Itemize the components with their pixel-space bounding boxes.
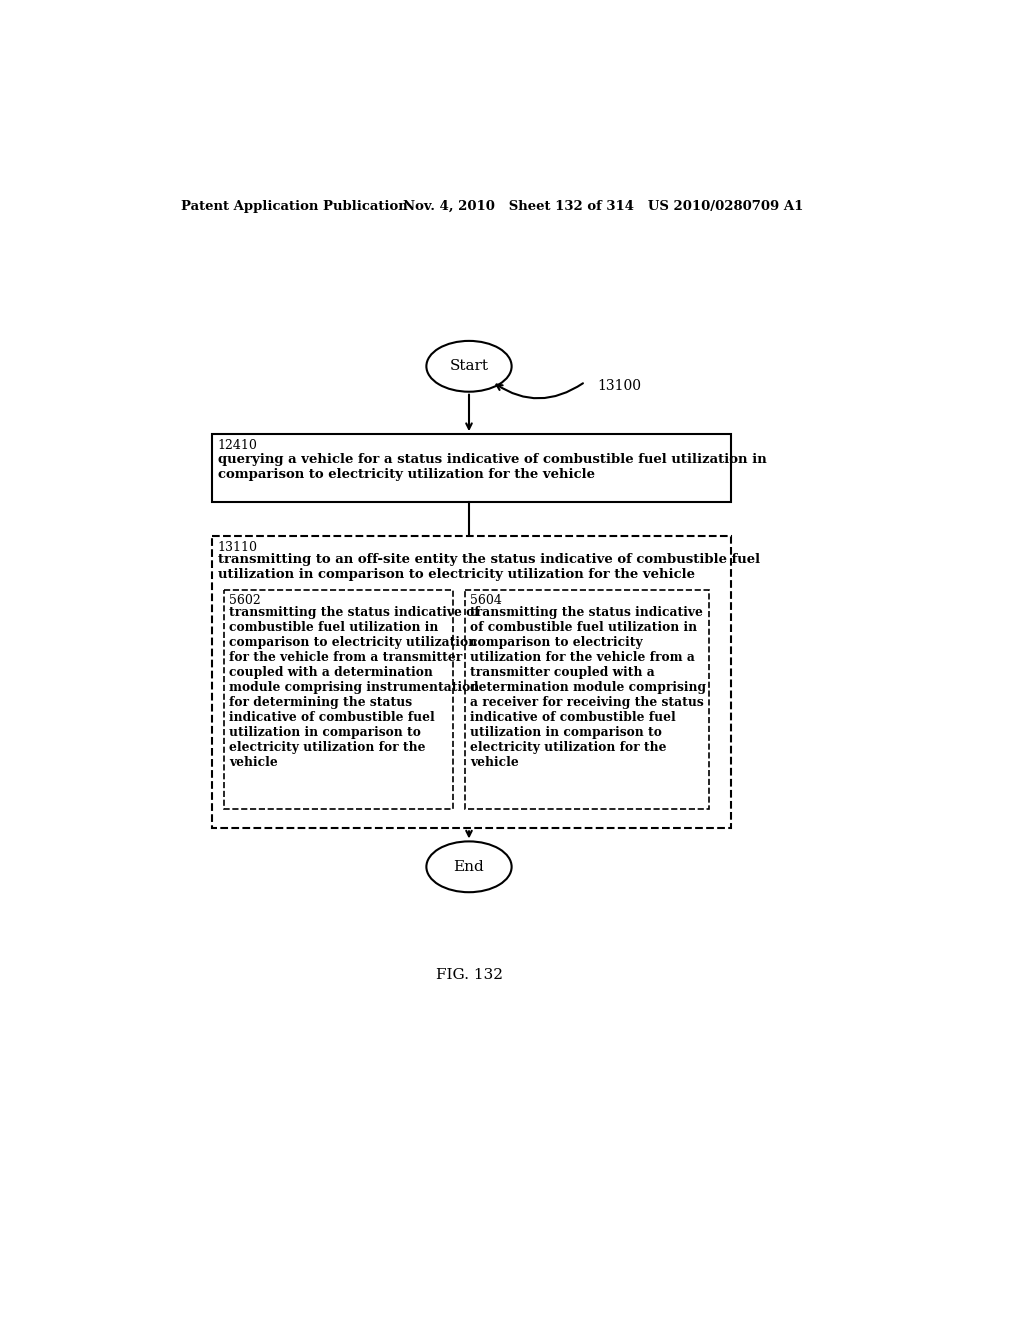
Text: 5602: 5602 xyxy=(228,594,260,607)
Ellipse shape xyxy=(426,841,512,892)
Text: Patent Application Publication: Patent Application Publication xyxy=(180,199,408,213)
Text: transmitting the status indicative of
combustible fuel utilization in
comparison: transmitting the status indicative of co… xyxy=(228,606,479,768)
Text: Nov. 4, 2010   Sheet 132 of 314   US 2010/0280709 A1: Nov. 4, 2010 Sheet 132 of 314 US 2010/02… xyxy=(403,199,804,213)
FancyBboxPatch shape xyxy=(212,536,731,829)
Text: querying a vehicle for a status indicative of combustible fuel utilization in
co: querying a vehicle for a status indicati… xyxy=(218,453,767,480)
FancyBboxPatch shape xyxy=(465,590,710,809)
Text: 5604: 5604 xyxy=(470,594,502,607)
FancyBboxPatch shape xyxy=(212,434,731,502)
Text: transmitting to an off-site entity the status indicative of combustible fuel
uti: transmitting to an off-site entity the s… xyxy=(218,553,760,581)
Text: Start: Start xyxy=(450,359,488,374)
Ellipse shape xyxy=(426,341,512,392)
Text: 13100: 13100 xyxy=(597,379,641,392)
Text: End: End xyxy=(454,859,484,874)
Text: FIG. 132: FIG. 132 xyxy=(435,968,503,982)
Text: transmitting the status indicative
of combustible fuel utilization in
comparison: transmitting the status indicative of co… xyxy=(470,606,706,768)
Text: 13110: 13110 xyxy=(218,541,258,554)
Text: 12410: 12410 xyxy=(218,440,258,453)
FancyBboxPatch shape xyxy=(224,590,453,809)
